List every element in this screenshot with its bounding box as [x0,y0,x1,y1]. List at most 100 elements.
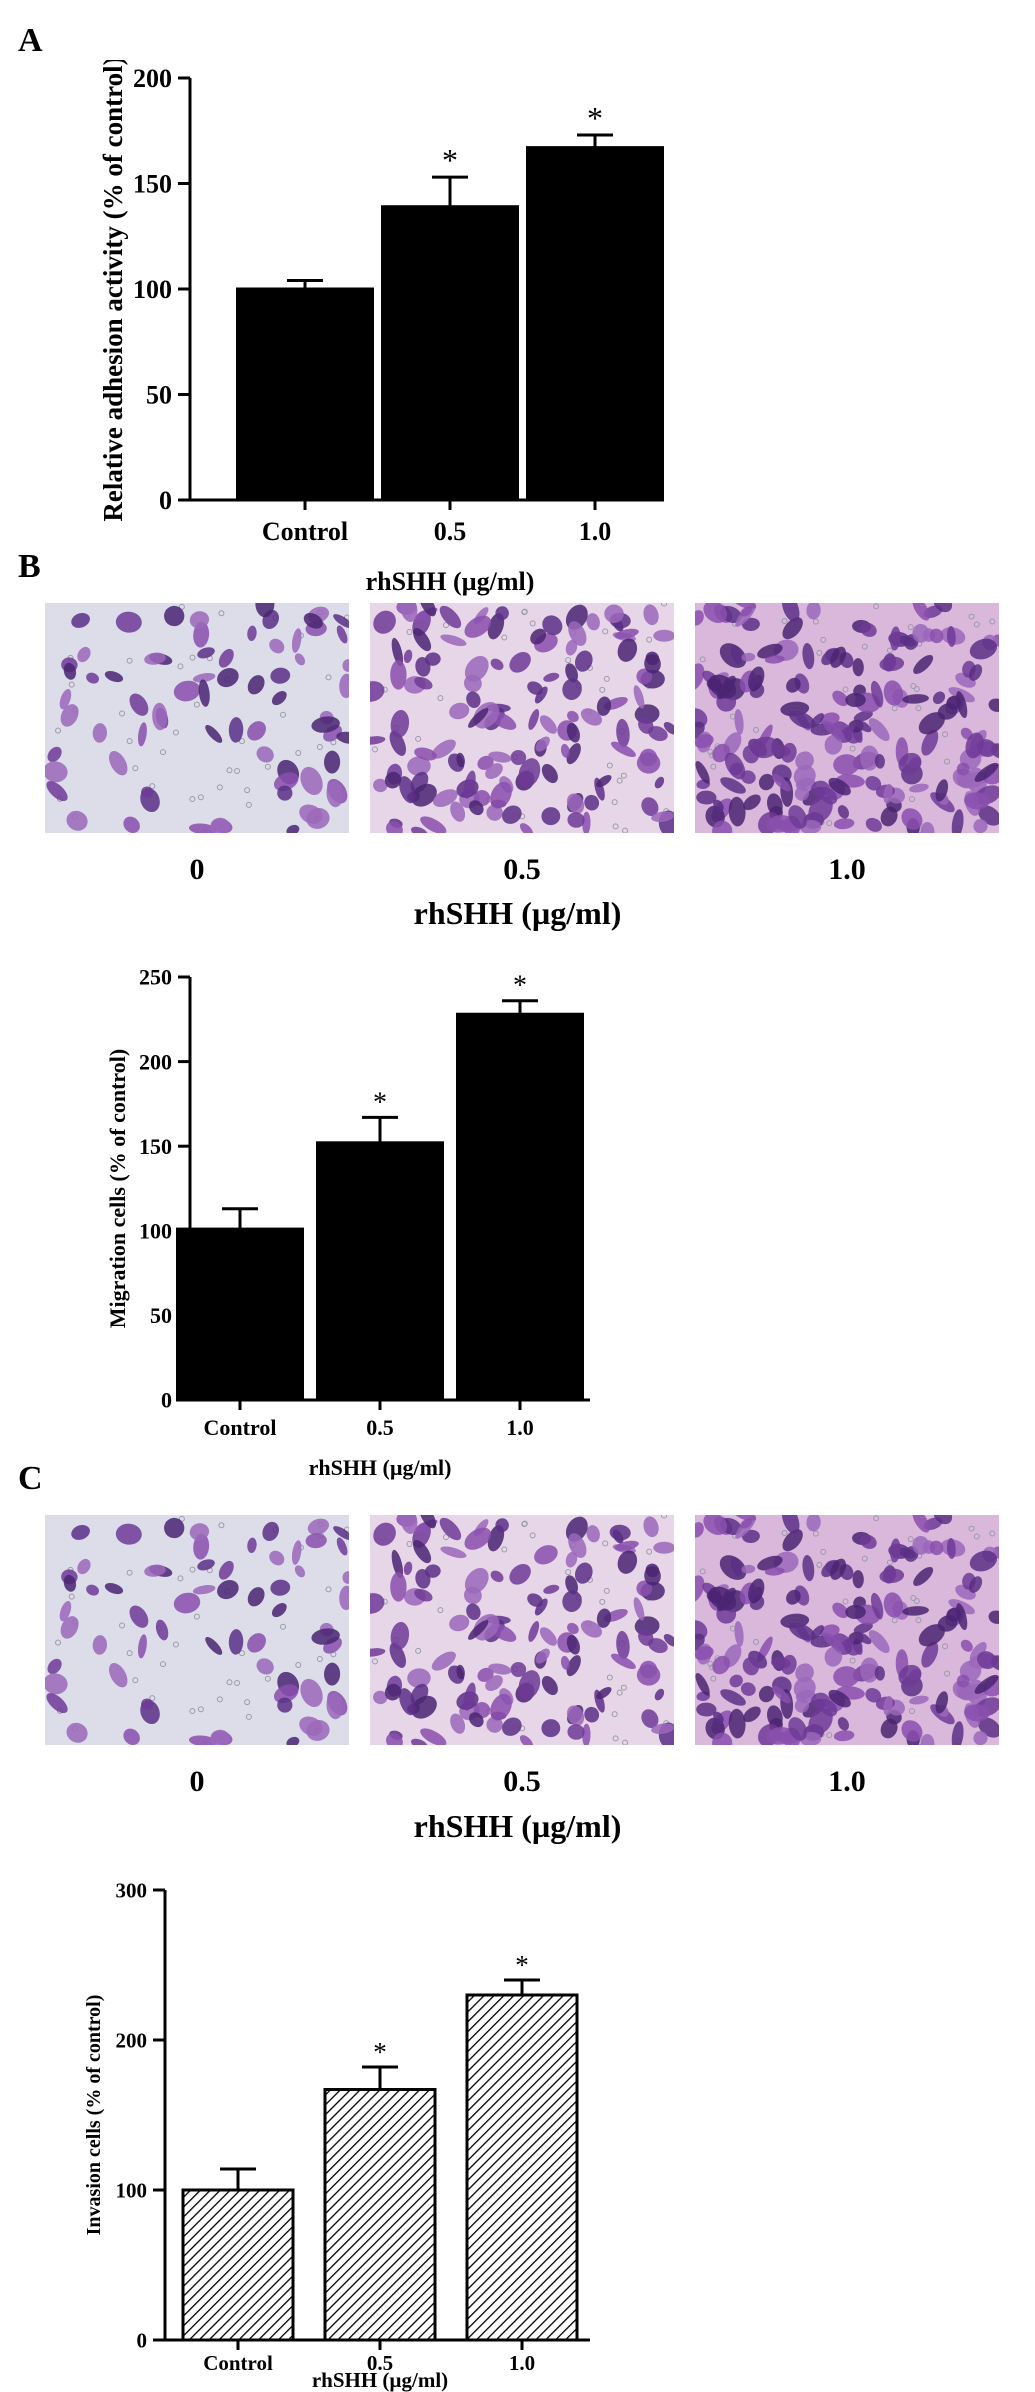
membrane-pore [611,799,618,806]
membrane-pore [172,1641,179,1648]
membrane-pore [849,1657,856,1664]
stained-cell [832,1602,849,1619]
stained-cell [390,1572,407,1602]
membrane-pore [437,695,444,702]
stained-cell [860,745,880,771]
stained-cell [464,655,489,682]
significance-marker: * [587,100,603,136]
stained-cell [946,695,961,710]
stained-cell [782,617,803,640]
stained-cell [695,610,704,626]
stained-cell [262,1521,279,1542]
stained-cell [277,1697,293,1713]
stained-cell [695,663,705,691]
membrane-pore [622,827,629,833]
stained-cell [71,612,90,628]
stained-cell [596,1686,612,1700]
membrane-pore [842,1598,849,1605]
membrane-pore [119,1622,126,1629]
micrograph-image [370,1515,674,1745]
stained-cell [757,643,783,659]
stained-cell [806,603,821,620]
stained-cell [824,734,843,755]
stained-cell [534,1598,548,1616]
stained-cell [433,789,458,808]
membrane-pore [177,1575,184,1582]
stained-cell [173,680,201,702]
stained-cell [845,692,866,708]
membrane-pore [239,738,246,745]
stained-cell [534,1545,558,1565]
stained-cell [871,680,884,708]
stained-cell [407,1668,431,1688]
stained-cell [373,778,388,793]
significance-marker: * [373,2037,387,2067]
stained-cell [648,726,668,742]
stained-cell [695,1646,714,1661]
stained-cell [256,746,274,763]
stained-cell [59,1601,72,1622]
stained-cell [764,655,785,664]
membrane-pore [942,1643,949,1650]
stained-cell [793,765,816,788]
stained-cell [307,1518,330,1535]
membrane-pore [239,1650,246,1657]
stained-cell [414,747,437,761]
stained-cell [509,1564,531,1585]
stained-cell [488,751,512,763]
bar [181,2188,295,2342]
y-tick-label: 0 [161,1388,172,1413]
membrane-pore [968,613,975,620]
stained-cell [273,772,299,791]
bar [381,205,519,502]
stained-cell [731,1556,742,1577]
micrograph-svg [45,603,349,833]
stained-cell [535,1648,550,1664]
stained-cell [399,1688,416,1716]
micrograph-image [695,603,999,833]
membrane-pore [861,643,868,650]
membrane-pore [989,1530,996,1537]
membrane-pore [197,1706,204,1713]
stained-cell [502,805,522,824]
stained-cell [137,1634,147,1659]
stained-cell [728,796,746,827]
membrane-pore [816,649,823,656]
stained-cell [802,1554,815,1582]
membrane-pore [264,1675,271,1682]
stained-cell [574,650,593,672]
stained-cell [921,1641,939,1668]
stained-cell [706,1590,723,1604]
stained-cell [566,743,581,765]
stained-cell [299,804,323,824]
membrane-pore [603,675,610,682]
y-tick-label: 200 [133,64,172,93]
migration-chart-svg: 0 50 100 150 200 250 Control * 0.5 * 1.0 rhSHH (µg/… [105,965,590,1480]
stained-cell [189,611,210,629]
stained-cell [270,1579,291,1596]
stained-cell [300,766,323,796]
stained-cell [198,679,210,707]
stained-cell [946,1607,961,1622]
stained-cell [837,805,850,819]
adhesion-chart: 0 50 100 150 200 Control * 0.5 * 1.0 rhSHH (µg/ml)… [0,60,1035,600]
stained-cell [66,1722,88,1743]
stained-cell [542,615,563,636]
stained-cell [456,752,465,768]
stained-cell [956,1674,970,1688]
micrograph-label: 0.5 [503,1765,541,1798]
panel-label-a: A [18,22,43,59]
stained-cell [468,1620,489,1640]
stained-cell [742,1657,760,1676]
significance-marker: * [515,1950,529,1980]
micrograph-image [45,603,349,833]
stained-cell [567,710,579,723]
stained-cell [859,622,877,637]
membrane-pore [622,1739,629,1745]
stained-cell [633,685,645,709]
stained-cell [141,1698,154,1710]
membrane-pore [126,1569,133,1576]
stained-cell [270,667,291,684]
stained-cell [868,718,890,742]
stained-cell [370,1648,386,1657]
